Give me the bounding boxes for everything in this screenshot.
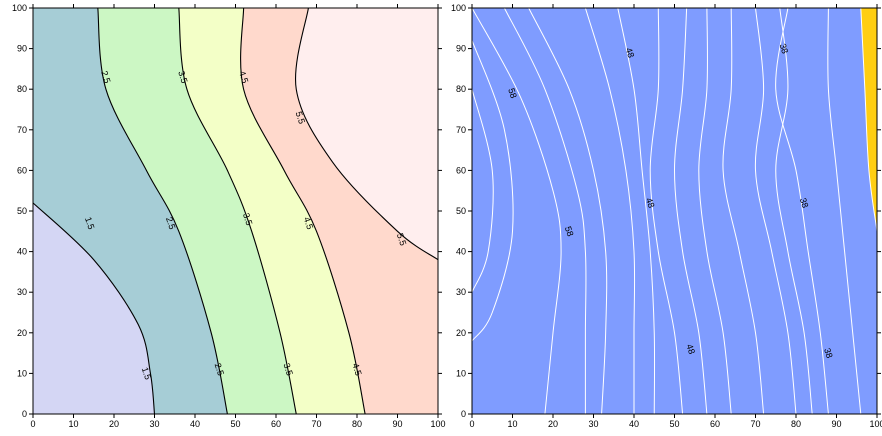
y-tick-label: 100	[12, 3, 27, 13]
contour-label: 3.5	[176, 70, 189, 85]
contour-band-5	[295, 8, 438, 260]
x-tick-label: 90	[392, 419, 402, 429]
contour-line-50	[649, 8, 684, 414]
contour-label: 48	[624, 46, 637, 59]
contour-line-59	[472, 40, 514, 342]
x-tick-label: 10	[507, 419, 517, 429]
y-tick-label: 10	[17, 368, 27, 378]
contour-line-52	[617, 8, 656, 414]
x-tick-label: 20	[109, 419, 119, 429]
x-tick-label: 30	[588, 419, 598, 429]
y-tick-label: 90	[17, 44, 27, 54]
contour-label: 48	[684, 343, 697, 356]
y-tick-label: 70	[17, 125, 27, 135]
x-tick-label: 0	[30, 419, 35, 429]
contour-line-40	[775, 8, 813, 414]
contour-label: 2.5	[164, 216, 177, 231]
contour-label: 58	[563, 225, 576, 238]
y-tick-label: 80	[456, 84, 466, 94]
x-tick-label: 50	[669, 419, 679, 429]
x-tick-label: 70	[311, 419, 321, 429]
contour-line-36	[827, 8, 862, 414]
y-tick-label: 60	[17, 165, 27, 175]
y-tick-label: 60	[456, 165, 466, 175]
y-tick-label: 50	[17, 206, 27, 216]
contour-line-42	[754, 8, 797, 414]
contour-label: 1.5	[140, 366, 153, 381]
y-tick-label: 80	[17, 84, 27, 94]
contour-label: 2.5	[213, 362, 226, 377]
contour-label: 38	[822, 347, 835, 360]
contour-label: 38	[798, 197, 811, 210]
y-tick-label: 30	[456, 287, 466, 297]
y-tick-label: 40	[456, 247, 466, 257]
plot-area: 48 48 48 58 58 38 38 38	[472, 8, 877, 414]
x-tick-label: 80	[352, 419, 362, 429]
x-tick-label: 70	[750, 419, 760, 429]
y-tick-label: 0	[22, 409, 27, 419]
x-tick-label: 50	[230, 419, 240, 429]
contour-label: 5.5	[294, 110, 307, 125]
contour-label: 4.5	[350, 362, 363, 377]
contour-label: 3.5	[241, 212, 254, 227]
contour-label: 2.5	[99, 70, 112, 85]
contour-line-34	[860, 8, 877, 232]
y-tick-label: 10	[456, 368, 466, 378]
x-tick-label: 30	[149, 419, 159, 429]
x-tick-label: 90	[831, 419, 841, 429]
y-tick-label: 40	[17, 247, 27, 257]
plot-area: 1.5 1.5 2.5 2.5 2.5 3.5 3.5 3.5 4.5 4.5 4.5 5.5 5.5	[33, 8, 438, 414]
contour-label: 4.5	[302, 216, 315, 231]
contour-label: 1.5	[83, 216, 96, 231]
contour-line-3.5	[178, 8, 297, 414]
contour-line-5.5	[295, 8, 438, 261]
contour-line-4.5	[240, 8, 366, 414]
contour-label: 4.5	[237, 70, 250, 85]
x-tick-label: 80	[791, 419, 801, 429]
x-tick-label: 40	[629, 419, 639, 429]
contour-panel-1: 1.5 1.5 2.5 2.5 2.5 3.5 3.5 3.5 4.5 4.5 4.5 5.5 5.5 0…	[12, 3, 446, 429]
contour-line-57	[503, 8, 587, 414]
y-tick-label: 20	[17, 328, 27, 338]
contour-line-46	[698, 8, 732, 414]
contour-label: 3.5	[281, 362, 294, 377]
y-tick-label: 100	[451, 3, 466, 13]
x-tick-label: 20	[548, 419, 558, 429]
contour-label: 58	[506, 87, 519, 100]
contour-line-54	[584, 8, 636, 414]
contour-line-58	[472, 8, 562, 414]
contour-line-56	[528, 8, 608, 414]
y-tick-label: 90	[456, 44, 466, 54]
contour-label: 48	[644, 197, 657, 210]
contour-line-48	[673, 8, 708, 414]
y-tick-label: 30	[17, 287, 27, 297]
contour-label: 5.5	[395, 232, 408, 247]
contour-panel-2: 48 48 48 58 58 38 38 38 0 10 20 30 40 50 60 70 80 90 100 0 1…	[451, 3, 882, 429]
y-tick-label: 0	[461, 409, 466, 419]
contour-line-1.5	[33, 202, 156, 414]
contour-band-16	[472, 8, 877, 414]
y-tick-label: 50	[456, 206, 466, 216]
contour-line-38	[775, 8, 829, 414]
y-tick-label: 20	[456, 328, 466, 338]
contour-line-44	[722, 8, 765, 414]
x-tick-label: 100	[430, 419, 445, 429]
x-tick-label: 60	[710, 419, 720, 429]
contour-line-60	[472, 89, 494, 293]
x-tick-label: 10	[68, 419, 78, 429]
y-tick-label: 70	[456, 125, 466, 135]
contour-line-2.5	[97, 8, 228, 414]
contour-label: 38	[778, 42, 791, 55]
x-tick-label: 100	[869, 419, 882, 429]
x-tick-label: 40	[190, 419, 200, 429]
x-tick-label: 0	[469, 419, 474, 429]
x-tick-label: 60	[271, 419, 281, 429]
